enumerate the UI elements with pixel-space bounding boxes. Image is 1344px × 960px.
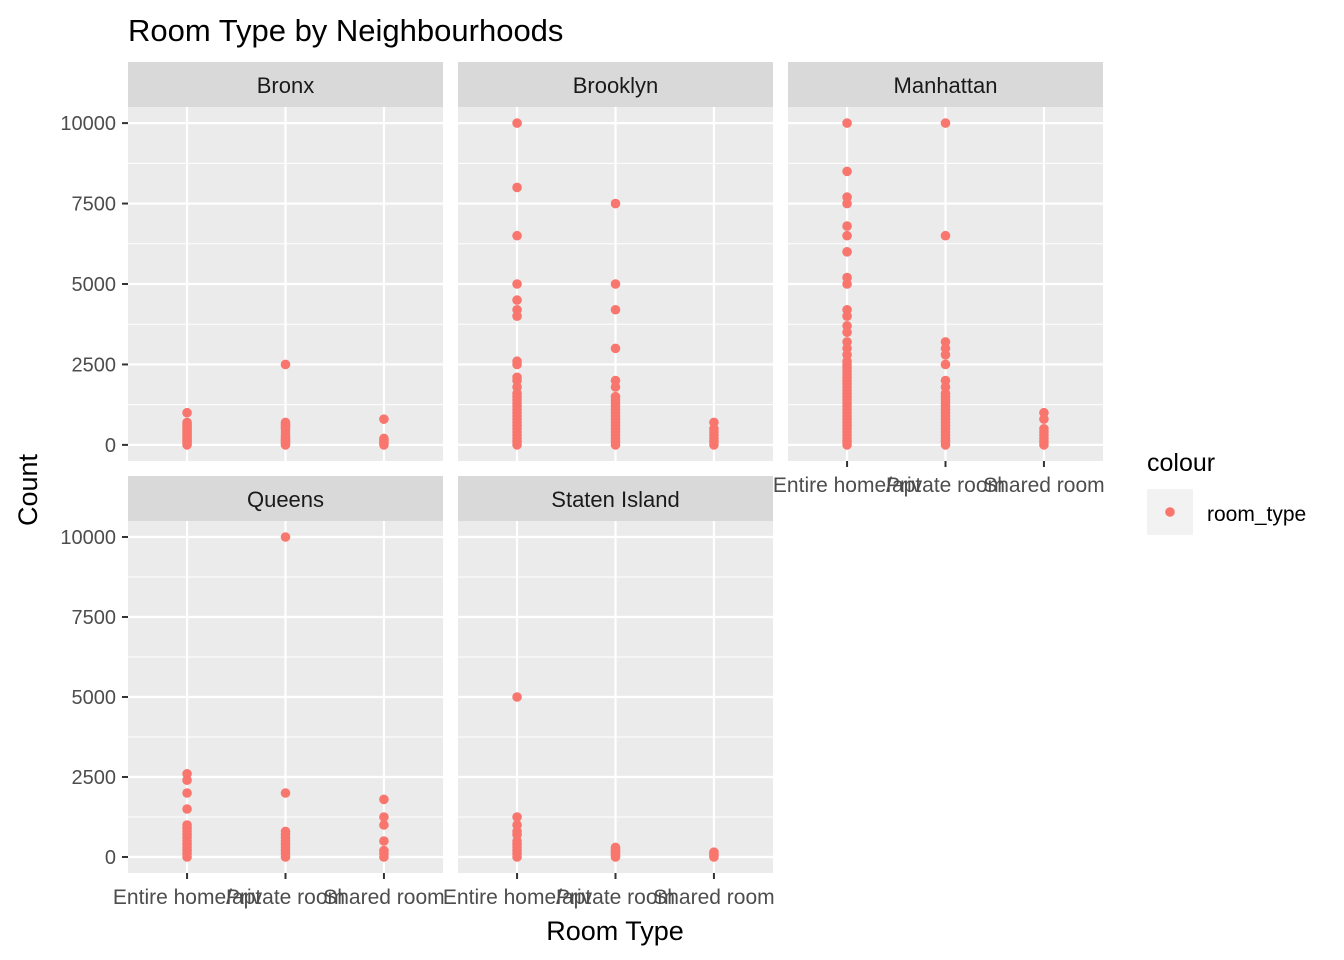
facet-strip-label: Manhattan bbox=[894, 73, 998, 98]
data-point bbox=[842, 337, 852, 347]
facet-strip-label: Staten Island bbox=[551, 487, 679, 512]
y-tick-label: 0 bbox=[105, 847, 116, 869]
data-point bbox=[940, 375, 951, 386]
y-tick-label: 2500 bbox=[72, 767, 117, 789]
data-point bbox=[280, 417, 291, 428]
data-point bbox=[182, 788, 192, 798]
data-point bbox=[512, 279, 522, 289]
data-point bbox=[182, 417, 192, 428]
facet-strip bbox=[458, 62, 773, 107]
data-point bbox=[1039, 407, 1049, 418]
data-point bbox=[512, 304, 522, 315]
x-tick-label: Entire home/apt bbox=[773, 474, 921, 497]
x-tick-label: Shared room bbox=[653, 886, 774, 909]
data-point bbox=[940, 118, 951, 128]
data-point bbox=[610, 279, 621, 289]
data-point bbox=[379, 845, 389, 856]
data-point bbox=[610, 842, 621, 853]
data-point bbox=[610, 343, 621, 354]
data-point bbox=[512, 230, 522, 241]
data-point bbox=[842, 221, 852, 231]
y-tick-label: 5000 bbox=[72, 274, 117, 296]
data-point bbox=[182, 804, 192, 814]
y-tick-label: 10000 bbox=[60, 527, 116, 549]
data-point bbox=[280, 826, 291, 837]
data-point bbox=[379, 812, 389, 822]
data-point bbox=[610, 391, 621, 402]
data-point bbox=[610, 198, 621, 209]
legend-title: colour bbox=[1147, 449, 1215, 477]
data-point bbox=[709, 847, 719, 857]
data-point bbox=[842, 192, 852, 202]
facet-strip-label: Bronx bbox=[257, 73, 314, 98]
data-point bbox=[512, 692, 522, 702]
data-point bbox=[379, 414, 389, 424]
x-axis-title: Room Type bbox=[546, 916, 684, 946]
x-tick-label: Shared room bbox=[323, 886, 444, 909]
facet-panels: Bronx 0 2500 5000 7500 10000 Brooklyn Manhattan… bbox=[60, 62, 1105, 909]
facet-strip bbox=[458, 476, 773, 521]
data-point bbox=[940, 337, 951, 347]
data-point bbox=[182, 820, 192, 830]
data-point bbox=[512, 295, 522, 305]
y-axis-title: Count bbox=[13, 453, 43, 526]
x-tick-label: Private room bbox=[886, 474, 1005, 497]
y-tick-label: 7500 bbox=[72, 607, 117, 629]
x-tick-label: Private room bbox=[556, 886, 675, 909]
data-point bbox=[610, 375, 621, 386]
data-point bbox=[512, 182, 522, 193]
legend-key-point bbox=[1165, 507, 1175, 517]
data-point bbox=[379, 820, 389, 830]
data-point bbox=[940, 230, 951, 241]
data-point bbox=[379, 433, 389, 444]
data-point bbox=[842, 118, 852, 128]
data-point bbox=[512, 356, 522, 367]
data-point bbox=[512, 812, 522, 822]
y-tick-label: 5000 bbox=[72, 687, 117, 709]
data-point bbox=[842, 321, 852, 331]
x-tick-label: Entire home/apt bbox=[443, 886, 591, 909]
data-point bbox=[280, 359, 291, 370]
facet-bronx: Bronx 0 2500 5000 7500 10000 bbox=[60, 62, 443, 461]
facet-strip-label: Queens bbox=[247, 487, 324, 512]
legend-entry-label: room_type bbox=[1207, 503, 1306, 526]
facet-strip bbox=[788, 62, 1103, 107]
x-tick-label: Shared room bbox=[983, 474, 1104, 497]
data-point bbox=[280, 532, 291, 542]
x-tick-label: Private room bbox=[226, 886, 345, 909]
chart-title: Room Type by Neighbourhoods bbox=[128, 13, 563, 48]
y-tick-label: 0 bbox=[105, 435, 116, 457]
data-point bbox=[512, 118, 522, 128]
data-point bbox=[709, 417, 719, 428]
y-tick-label: 7500 bbox=[72, 194, 117, 216]
data-point bbox=[842, 272, 852, 283]
data-point bbox=[379, 836, 389, 846]
data-point bbox=[182, 407, 192, 418]
legend: colour room_type bbox=[1147, 449, 1306, 535]
facet-brooklyn: Brooklyn bbox=[458, 62, 773, 461]
facet-strip bbox=[128, 476, 443, 521]
data-point bbox=[610, 304, 621, 315]
y-tick-label: 10000 bbox=[60, 113, 116, 135]
data-point bbox=[940, 359, 951, 370]
facet-queens: Queens 0 2500 5000 7500 10000 Entire home/aptP… bbox=[60, 476, 445, 909]
facet-strip-label: Brooklyn bbox=[573, 73, 659, 98]
data-point bbox=[182, 769, 192, 779]
data-point bbox=[842, 230, 852, 241]
data-point bbox=[512, 820, 522, 830]
y-tick-label: 2500 bbox=[72, 354, 117, 376]
data-point bbox=[842, 304, 852, 315]
data-point bbox=[842, 247, 852, 257]
data-point bbox=[379, 794, 389, 805]
data-point bbox=[512, 372, 522, 383]
data-point bbox=[842, 166, 852, 177]
facet-strip bbox=[128, 62, 443, 107]
x-tick-label: Entire home/apt bbox=[113, 886, 261, 909]
data-point bbox=[280, 788, 291, 798]
data-point bbox=[1039, 424, 1049, 434]
